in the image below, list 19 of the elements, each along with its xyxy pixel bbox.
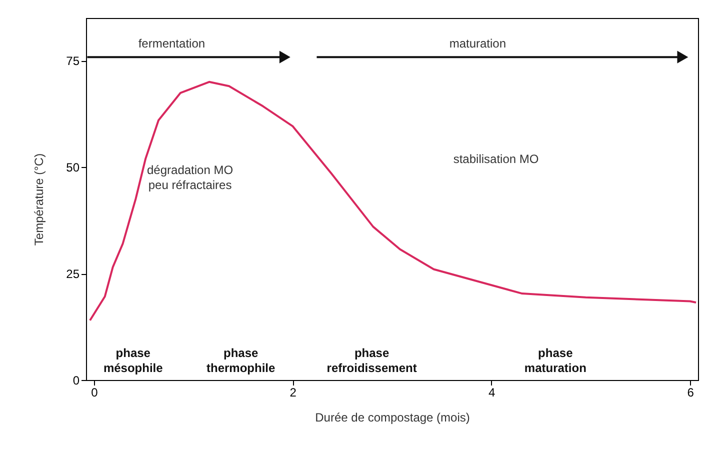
x-tick-label: 0 — [91, 386, 98, 400]
line-series — [88, 80, 698, 322]
annotation: phase maturation — [524, 346, 586, 375]
annotation: fermentation — [138, 36, 206, 50]
annotation: stabilisation MO — [453, 152, 539, 166]
y-tick-label: 25 — [66, 267, 80, 282]
y-tick-label: 75 — [66, 54, 80, 68]
annotation: phase refroidissement — [326, 346, 417, 375]
x-axis-title: Durée de compostage (mois) — [315, 410, 470, 424]
annotation: dégradation MO peu réfractaires — [147, 163, 234, 192]
y-tick-label: 0 — [72, 374, 80, 388]
annotation: maturation — [449, 36, 506, 50]
x-tick-label: 2 — [290, 386, 297, 400]
y-tick-label: 50 — [66, 160, 80, 175]
y-axis-title: Température (°C) — [32, 153, 46, 246]
annotation: phase mésophile — [103, 346, 164, 375]
x-tick-label: 6 — [687, 386, 694, 400]
annotation: phase thermophile — [206, 346, 276, 375]
x-tick-label: 4 — [488, 386, 496, 400]
